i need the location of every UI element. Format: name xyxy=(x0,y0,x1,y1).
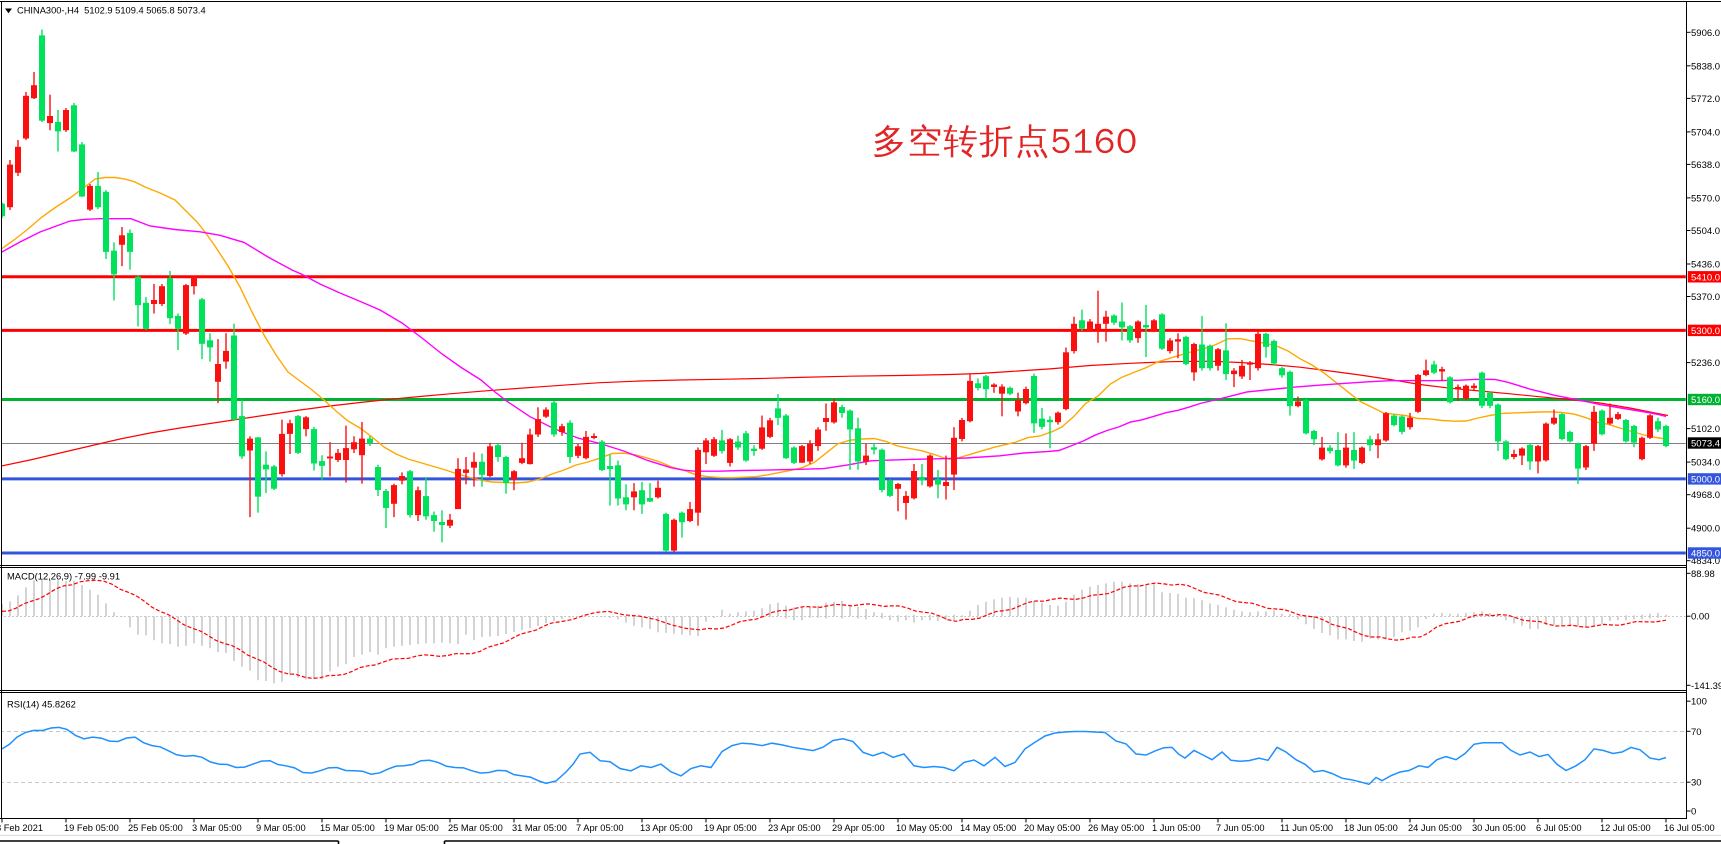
svg-text:13 Apr 05:00: 13 Apr 05:00 xyxy=(640,823,693,833)
svg-text:31 Mar 05:00: 31 Mar 05:00 xyxy=(512,823,567,833)
svg-text:70: 70 xyxy=(1691,727,1702,738)
svg-text:16 Jul 05:00: 16 Jul 05:00 xyxy=(1664,823,1715,833)
svg-text:24 Jun 05:00: 24 Jun 05:00 xyxy=(1408,823,1462,833)
svg-text:5236.0: 5236.0 xyxy=(1691,358,1720,369)
svg-text:CHINA300-,H4 5102.9 5109.4 50: CHINA300-,H4 5102.9 5109.4 5065.8 5073.4 xyxy=(17,6,206,16)
svg-text:3 Mar 05:00: 3 Mar 05:00 xyxy=(192,823,242,833)
svg-text:0: 0 xyxy=(1691,807,1696,818)
svg-text:29 Apr 05:00: 29 Apr 05:00 xyxy=(832,823,885,833)
svg-text:25 Mar 05:00: 25 Mar 05:00 xyxy=(448,823,503,833)
svg-text:5370.0: 5370.0 xyxy=(1691,292,1720,303)
svg-text:5410.0: 5410.0 xyxy=(1691,272,1720,283)
svg-text:5073.4: 5073.4 xyxy=(1691,439,1720,450)
svg-text:5504.0: 5504.0 xyxy=(1691,226,1720,237)
svg-text:12 Jul 05:00: 12 Jul 05:00 xyxy=(1600,823,1651,833)
svg-text:19 Feb 05:00: 19 Feb 05:00 xyxy=(64,823,119,833)
svg-text:4850.0: 4850.0 xyxy=(1691,549,1720,560)
svg-text:1 Jun 05:00: 1 Jun 05:00 xyxy=(1152,823,1201,833)
svg-text:MACD(12,26,9) -7.99 -9.91: MACD(12,26,9) -7.99 -9.91 xyxy=(7,571,120,582)
svg-text:5436.0: 5436.0 xyxy=(1691,260,1720,271)
svg-text:19 Apr 05:00: 19 Apr 05:00 xyxy=(704,823,757,833)
svg-text:4834.0: 4834.0 xyxy=(1691,556,1720,567)
svg-text:5772.0: 5772.0 xyxy=(1691,94,1720,105)
svg-text:7 Apr 05:00: 7 Apr 05:00 xyxy=(576,823,624,833)
svg-text:5034.0: 5034.0 xyxy=(1691,458,1720,469)
svg-text:14 May 05:00: 14 May 05:00 xyxy=(960,823,1016,833)
svg-text:8 Feb 2021: 8 Feb 2021 xyxy=(0,823,43,833)
svg-text:5838.0: 5838.0 xyxy=(1691,61,1720,72)
svg-text:23 Apr 05:00: 23 Apr 05:00 xyxy=(768,823,821,833)
svg-text:15 Mar 05:00: 15 Mar 05:00 xyxy=(320,823,375,833)
svg-text:26 May 05:00: 26 May 05:00 xyxy=(1088,823,1144,833)
svg-text:10 May 05:00: 10 May 05:00 xyxy=(896,823,952,833)
svg-text:18 Jun 05:00: 18 Jun 05:00 xyxy=(1344,823,1398,833)
svg-text:88.98: 88.98 xyxy=(1691,569,1715,580)
svg-text:5000.0: 5000.0 xyxy=(1691,474,1720,485)
svg-text:5906.0: 5906.0 xyxy=(1691,28,1720,39)
svg-text:100: 100 xyxy=(1691,697,1707,708)
svg-text:5160.0: 5160.0 xyxy=(1691,395,1720,406)
svg-text:25 Feb 05:00: 25 Feb 05:00 xyxy=(128,823,183,833)
svg-text:5300.0: 5300.0 xyxy=(1691,326,1720,337)
svg-text:6 Jul 05:00: 6 Jul 05:00 xyxy=(1536,823,1582,833)
svg-text:20 May 05:00: 20 May 05:00 xyxy=(1024,823,1080,833)
svg-text:30: 30 xyxy=(1691,778,1702,789)
svg-text:7 Jun 05:00: 7 Jun 05:00 xyxy=(1216,823,1265,833)
svg-text:30 Jun 05:00: 30 Jun 05:00 xyxy=(1472,823,1526,833)
svg-text:0.00: 0.00 xyxy=(1691,612,1710,623)
svg-text:RSI(14) 45.8262: RSI(14) 45.8262 xyxy=(7,699,76,710)
svg-text:4900.0: 4900.0 xyxy=(1691,524,1720,535)
svg-text:5704.0: 5704.0 xyxy=(1691,127,1720,138)
svg-text:5570.0: 5570.0 xyxy=(1691,193,1720,204)
svg-text:11 Jun 05:00: 11 Jun 05:00 xyxy=(1280,823,1333,833)
svg-text:9 Mar 05:00: 9 Mar 05:00 xyxy=(256,823,306,833)
svg-text:5102.0: 5102.0 xyxy=(1691,424,1720,435)
svg-text:-141.39: -141.39 xyxy=(1691,681,1721,692)
svg-text:4968.0: 4968.0 xyxy=(1691,490,1720,501)
svg-text:5638.0: 5638.0 xyxy=(1691,160,1720,171)
svg-text:19 Mar 05:00: 19 Mar 05:00 xyxy=(384,823,439,833)
